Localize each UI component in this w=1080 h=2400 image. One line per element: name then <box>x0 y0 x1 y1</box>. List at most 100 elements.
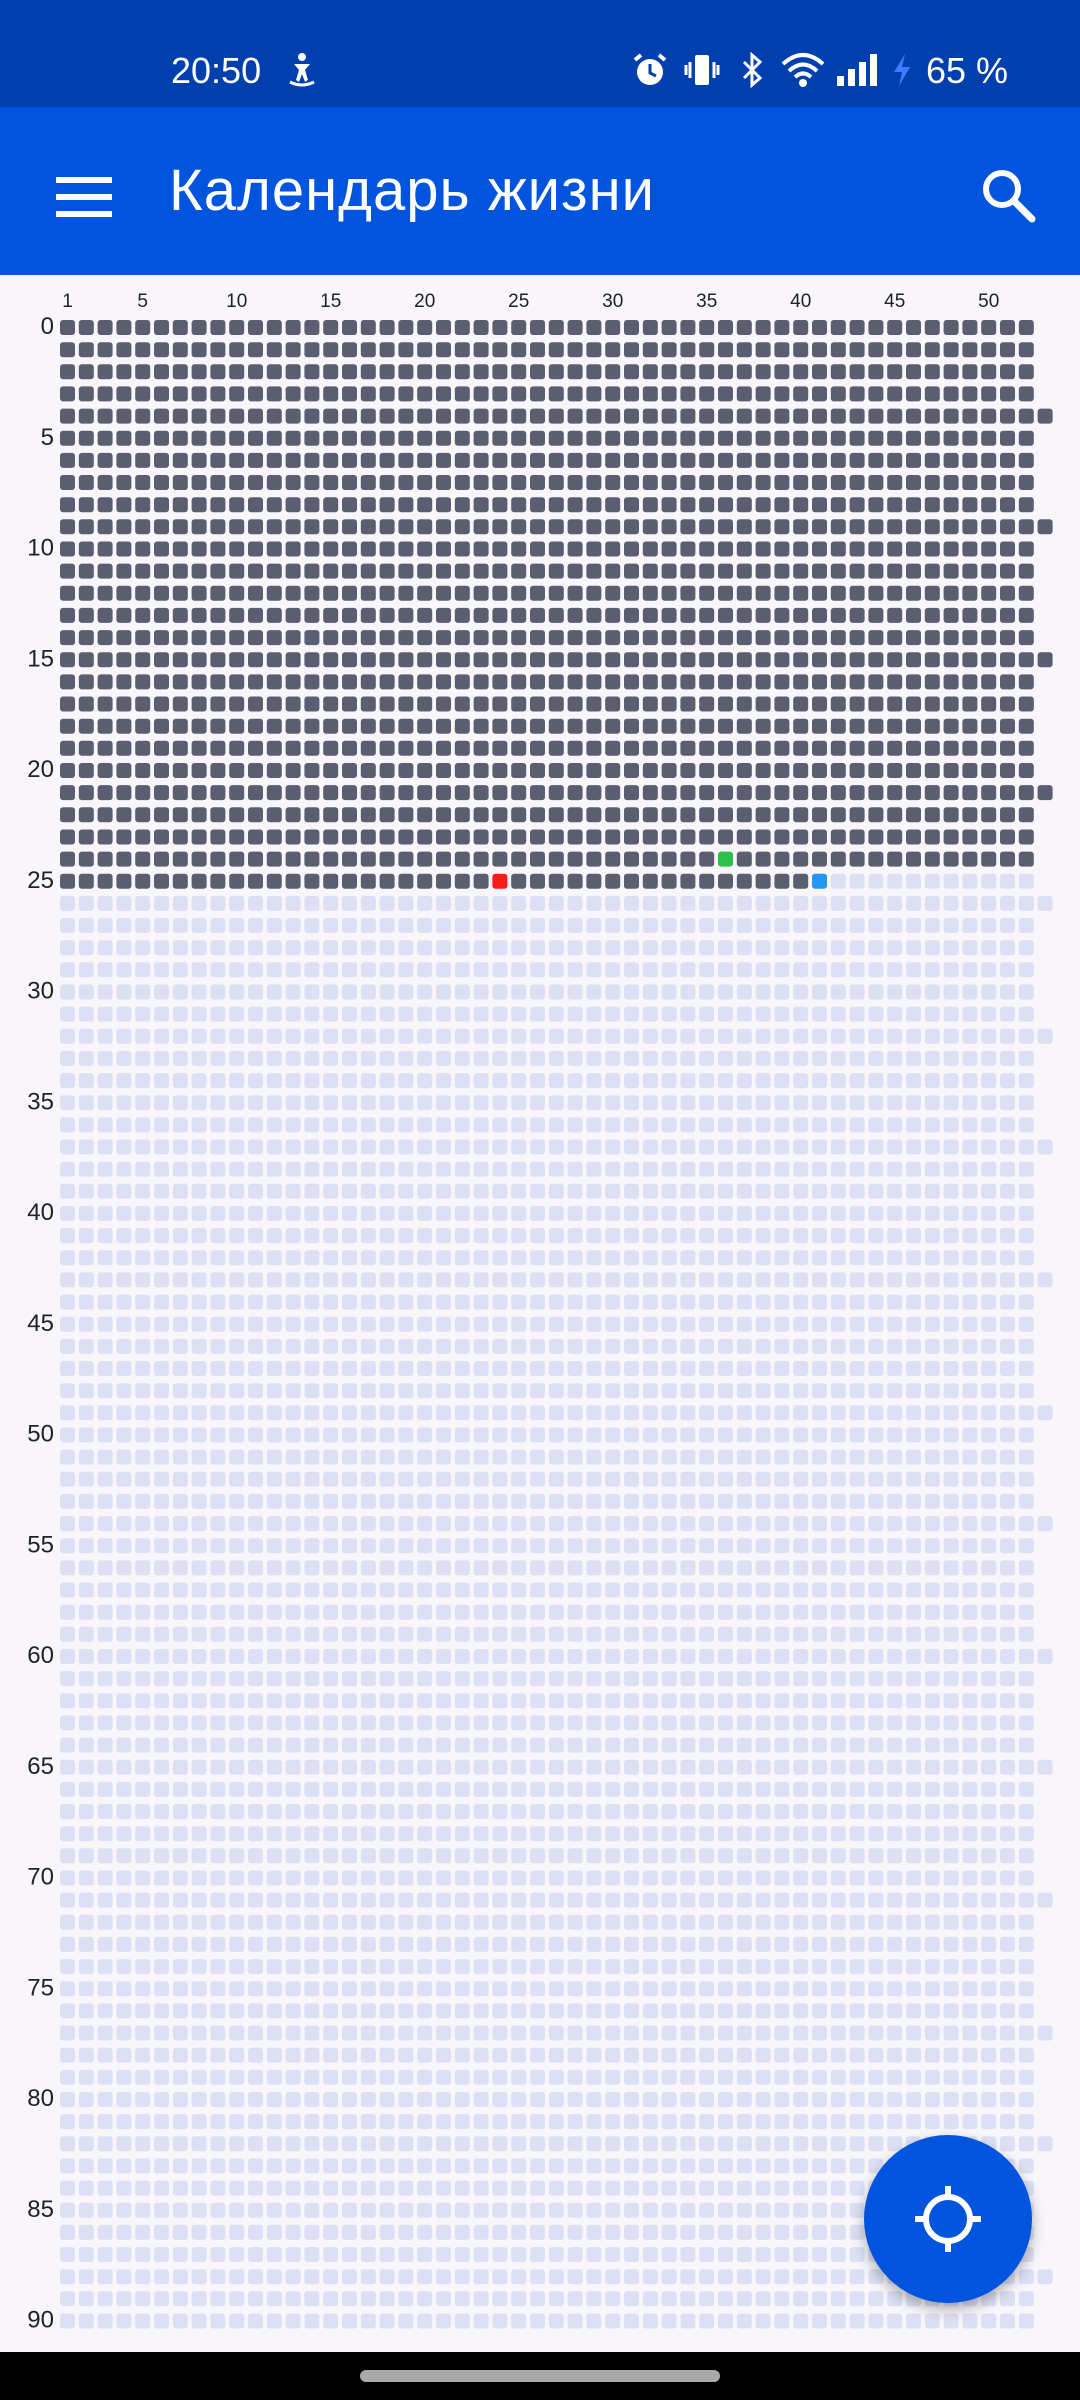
future-week-cell[interactable] <box>830 1693 846 1709</box>
future-week-cell[interactable] <box>548 2069 564 2085</box>
future-week-cell[interactable] <box>454 1560 470 1576</box>
future-week-cell[interactable] <box>360 2224 376 2240</box>
future-week-cell[interactable] <box>342 2069 357 2085</box>
future-week-cell[interactable] <box>266 1914 282 1930</box>
future-week-cell[interactable] <box>1018 1560 1034 1576</box>
future-week-cell[interactable] <box>154 1139 169 1155</box>
lived-week-cell[interactable] <box>191 563 207 579</box>
future-week-cell[interactable] <box>360 895 376 911</box>
future-week-cell[interactable] <box>642 1538 658 1554</box>
future-week-cell[interactable] <box>60 1936 75 1952</box>
lived-week-cell[interactable] <box>398 585 414 601</box>
future-week-cell[interactable] <box>943 962 959 978</box>
future-week-cell[interactable] <box>548 1781 564 1797</box>
future-week-cell[interactable] <box>530 1626 545 1642</box>
future-week-cell[interactable] <box>210 2003 226 2019</box>
future-week-cell[interactable] <box>548 1161 564 1177</box>
future-week-cell[interactable] <box>548 2224 564 2240</box>
future-week-cell[interactable] <box>436 1604 451 1620</box>
future-week-cell[interactable] <box>624 1604 639 1620</box>
future-week-cell[interactable] <box>962 1383 978 1399</box>
future-week-cell[interactable] <box>417 1936 433 1952</box>
future-week-cell[interactable] <box>360 1560 376 1576</box>
future-week-cell[interactable] <box>548 918 564 933</box>
future-week-cell[interactable] <box>454 1516 470 1532</box>
future-week-cell[interactable] <box>605 2136 621 2152</box>
future-week-cell[interactable] <box>511 1361 527 1376</box>
future-week-cell[interactable] <box>906 1781 921 1797</box>
future-week-cell[interactable] <box>793 1361 809 1376</box>
future-week-cell[interactable] <box>454 2247 470 2262</box>
future-week-cell[interactable] <box>191 1870 207 1886</box>
future-week-cell[interactable] <box>285 1361 301 1376</box>
future-week-cell[interactable] <box>830 1626 846 1642</box>
future-week-cell[interactable] <box>398 1715 414 1731</box>
future-week-cell[interactable] <box>586 1848 602 1864</box>
future-week-cell[interactable] <box>887 1161 903 1177</box>
future-week-cell[interactable] <box>774 1870 790 1886</box>
lived-week-cell[interactable] <box>924 497 940 513</box>
future-week-cell[interactable] <box>906 1981 921 1997</box>
future-week-cell[interactable] <box>436 2269 451 2285</box>
future-week-cell[interactable] <box>774 1050 790 1066</box>
future-week-cell[interactable] <box>793 1493 809 1509</box>
future-week-cell[interactable] <box>454 2202 470 2218</box>
future-week-cell[interactable] <box>154 1759 169 1775</box>
future-week-cell[interactable] <box>586 1826 602 1842</box>
future-week-cell[interactable] <box>680 2158 696 2174</box>
lived-week-cell[interactable] <box>135 829 151 845</box>
future-week-cell[interactable] <box>887 1228 903 1244</box>
future-week-cell[interactable] <box>154 2047 169 2063</box>
future-week-cell[interactable] <box>398 2202 414 2218</box>
future-week-cell[interactable] <box>642 1870 658 1886</box>
future-week-cell[interactable] <box>1018 1582 1034 1598</box>
future-week-cell[interactable] <box>229 1228 245 1244</box>
future-week-cell[interactable] <box>436 1981 451 1997</box>
lived-week-cell[interactable] <box>229 452 245 468</box>
lived-week-cell[interactable] <box>1018 829 1034 845</box>
future-week-cell[interactable] <box>962 1715 978 1731</box>
future-week-cell[interactable] <box>60 1095 75 1111</box>
lived-week-cell[interactable] <box>1018 696 1034 712</box>
lived-week-cell[interactable] <box>981 763 997 778</box>
future-week-cell[interactable] <box>906 1870 921 1886</box>
future-week-cell[interactable] <box>360 1582 376 1598</box>
future-week-cell[interactable] <box>605 2313 621 2329</box>
future-week-cell[interactable] <box>887 1139 903 1155</box>
future-week-cell[interactable] <box>323 2202 339 2218</box>
future-week-cell[interactable] <box>154 1848 169 1864</box>
future-week-cell[interactable] <box>229 1139 245 1155</box>
future-week-cell[interactable] <box>116 1206 132 1221</box>
lived-week-cell[interactable] <box>191 342 207 358</box>
lived-week-cell[interactable] <box>398 740 414 756</box>
future-week-cell[interactable] <box>492 2291 508 2307</box>
future-week-cell[interactable] <box>172 1028 188 1044</box>
future-week-cell[interactable] <box>548 1604 564 1620</box>
lived-week-cell[interactable] <box>78 320 94 335</box>
future-week-cell[interactable] <box>1000 2069 1015 2085</box>
future-week-cell[interactable] <box>793 1560 809 1576</box>
lived-week-cell[interactable] <box>473 718 489 734</box>
future-week-cell[interactable] <box>849 1671 865 1687</box>
future-week-cell[interactable] <box>154 1228 169 1244</box>
future-week-cell[interactable] <box>60 962 75 978</box>
future-week-cell[interactable] <box>304 940 320 956</box>
future-week-cell[interactable] <box>210 1870 226 1886</box>
future-week-cell[interactable] <box>492 1427 508 1443</box>
future-week-cell[interactable] <box>342 2114 357 2130</box>
future-week-cell[interactable] <box>981 1073 997 1089</box>
future-week-cell[interactable] <box>793 1427 809 1443</box>
future-week-cell[interactable] <box>586 1604 602 1620</box>
future-week-cell[interactable] <box>981 2114 997 2130</box>
future-week-cell[interactable] <box>511 1516 527 1532</box>
future-week-cell[interactable] <box>962 1471 978 1487</box>
future-week-cell[interactable] <box>135 1914 151 1930</box>
lived-week-cell[interactable] <box>417 364 433 380</box>
future-week-cell[interactable] <box>981 1383 997 1399</box>
future-week-cell[interactable] <box>567 1737 583 1753</box>
future-week-cell[interactable] <box>624 2114 639 2130</box>
future-week-cell[interactable] <box>285 1050 301 1066</box>
lived-week-cell[interactable] <box>360 519 376 535</box>
future-week-cell[interactable] <box>379 2202 395 2218</box>
future-week-cell[interactable] <box>718 1759 733 1775</box>
